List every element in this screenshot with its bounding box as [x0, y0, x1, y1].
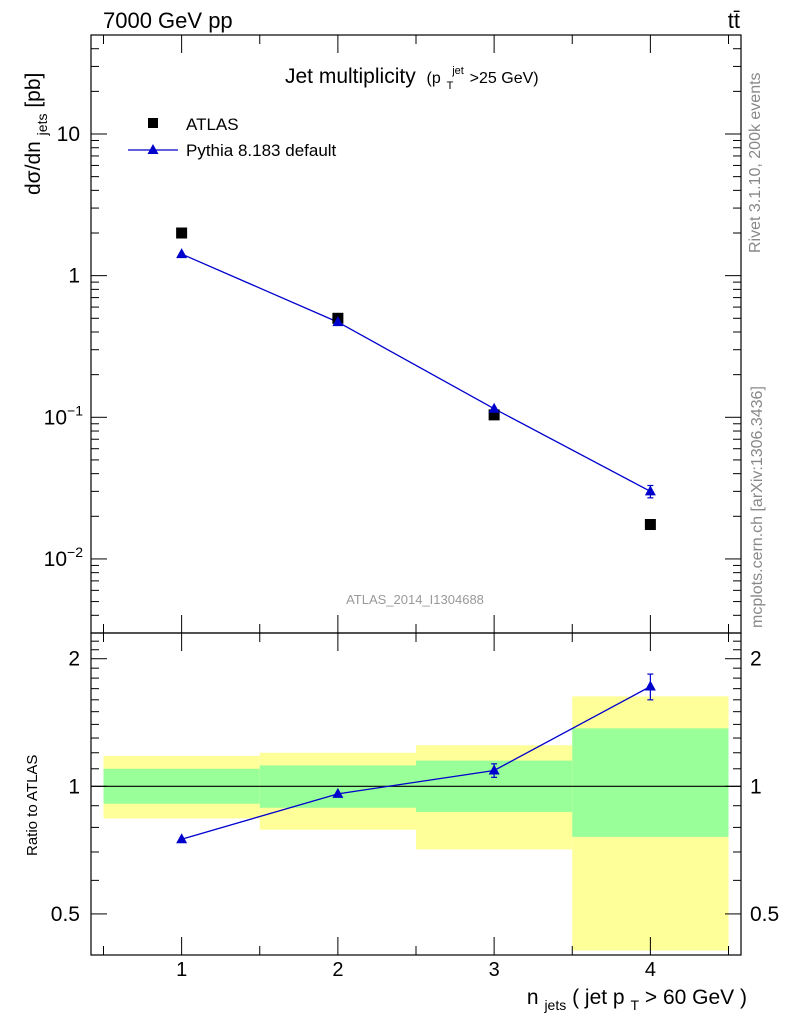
xtick-label: 4	[645, 959, 656, 981]
ratio-mc-point	[488, 764, 500, 775]
ratio-ytick-label-left: 2	[68, 648, 80, 671]
xlabel: n jets ( jet p T > 60 GeV )	[527, 986, 747, 1015]
main-title-post: >25 GeV)	[470, 70, 539, 87]
legend-mc-label: Pythia 8.183 default	[186, 141, 337, 160]
main-ytick-base: 10	[44, 548, 67, 571]
main-ytick-base: 1	[68, 265, 80, 288]
ratio-mc-point	[176, 833, 188, 844]
xtick-label: 2	[332, 959, 343, 981]
main-ytick-label: 10−2	[44, 544, 84, 571]
main-ytick-label: 10	[57, 123, 80, 146]
main-ytick-exp: −1	[67, 402, 83, 418]
analysis-watermark: ATLAS_2014_I1304688	[346, 592, 484, 607]
header-right: tt̄	[728, 8, 740, 33]
ratio-ytick-label-right: 2	[750, 648, 762, 671]
ratio-ytick-label-left: 1	[68, 775, 80, 798]
xlabel-post: > 60 GeV )	[645, 986, 747, 1009]
xlabel-pre: n	[527, 986, 539, 1009]
ratio-ytick-label-right: 0.5	[750, 903, 779, 926]
main-ytick-label: 10−1	[44, 402, 84, 429]
main-ylabel-pre: dσ/dn	[22, 141, 45, 195]
uncertainty-band-inner	[572, 728, 729, 837]
mc-point	[644, 485, 656, 496]
main-ytick-base: 10	[57, 123, 80, 146]
mc-point	[176, 248, 188, 259]
atlas-point	[488, 409, 500, 421]
main-ytick-label: 1	[68, 265, 80, 288]
main-title-pre: (p	[427, 70, 441, 87]
main-title-sub: T	[447, 80, 454, 92]
ratio-axes: 0.5 0.5 1 1 2 2 1 2 3 4	[51, 632, 779, 981]
main-title-sup: jet	[451, 65, 464, 77]
xtick-label: 1	[176, 959, 187, 981]
xlabel-mid: ( jet p	[572, 986, 625, 1009]
source-label: mcplots.cern.ch [arXiv:1306.3436]	[749, 386, 766, 628]
main-ytick-exp: −2	[67, 544, 83, 560]
main-ytick-base: 10	[44, 406, 67, 429]
rivet-label: Rivet 3.1.10, 200k events	[747, 72, 764, 253]
legend-mc-marker	[147, 144, 159, 154]
xlabel-sub1: jets	[543, 997, 566, 1013]
xlabel-sub2: T	[630, 997, 639, 1013]
mc-point	[332, 316, 344, 327]
main-ylabel-post: [pb]	[22, 73, 45, 108]
atlas-point	[644, 519, 656, 531]
main-ylabel-sub: jets	[34, 114, 50, 137]
mc-point	[488, 402, 500, 413]
ratio-ytick-label-right: 1	[750, 775, 762, 798]
ratio-mc-point	[332, 787, 344, 798]
xtick-label: 3	[489, 959, 500, 981]
main-title-text: Jet multiplicity	[285, 65, 416, 88]
ratio-ylabel: Ratio to ATLAS	[24, 755, 41, 856]
ratio-mc-line	[181, 685, 651, 840]
ratio-mc-point	[644, 680, 656, 691]
ratio-ytick-label-left: 0.5	[51, 903, 80, 926]
main-plot-area	[176, 227, 656, 531]
legend-atlas-label: ATLAS	[186, 115, 239, 134]
mc-line	[181, 253, 651, 492]
main-title: Jet multiplicity (p T jet >25 GeV)	[285, 56, 539, 94]
ratio-plot-area	[91, 673, 741, 951]
legend: ATLAS Pythia 8.183 default	[128, 115, 337, 160]
header-left: 7000 GeV pp	[103, 8, 233, 33]
atlas-point	[176, 227, 188, 239]
legend-atlas-marker	[148, 118, 158, 128]
main-ylabel: dσ/dn jets [pb]	[22, 73, 52, 195]
